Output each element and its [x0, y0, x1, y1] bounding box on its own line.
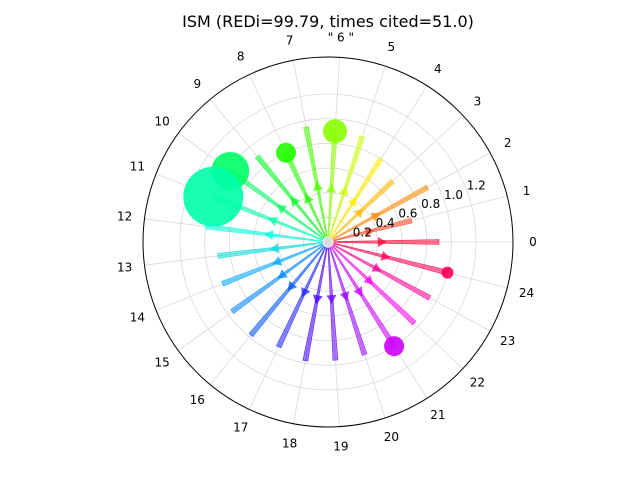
- arrow-1: [333, 217, 413, 242]
- angle-tick-label: 19: [333, 440, 348, 454]
- bubble-21: [384, 336, 405, 357]
- arrowhead-11: [268, 216, 279, 227]
- chart-title: ISM (REDi=99.79, times cited=51.0): [182, 12, 474, 31]
- arrow-23: [332, 244, 432, 301]
- angle-tick-label: 14: [130, 310, 145, 324]
- angle-tick-label: 8: [237, 50, 245, 64]
- angle-tick-label: 9: [194, 77, 202, 91]
- bubble-8: [275, 142, 296, 163]
- bubble-24: [441, 266, 454, 279]
- arrowhead-12: [264, 230, 274, 241]
- angle-tick-label: 7: [286, 34, 294, 48]
- arrowhead-14: [272, 256, 283, 266]
- angle-tick-label: 1: [523, 184, 531, 198]
- arrowhead-24: [380, 250, 391, 261]
- angle-tick-label: 13: [117, 261, 132, 275]
- radial-tick-label: 0.4: [376, 216, 395, 230]
- arrow-22: [331, 245, 417, 326]
- angle-tick-label: 24: [519, 286, 534, 300]
- angle-tick-label: 22: [470, 375, 485, 389]
- radial-tick-label: 0.2: [353, 226, 372, 240]
- arrowhead-19: [326, 294, 337, 305]
- arrow-20: [329, 247, 368, 356]
- arrow-16: [248, 245, 325, 338]
- radial-tick-label: 1.2: [467, 178, 486, 192]
- arrowhead-5: [338, 185, 349, 197]
- arrowhead-23: [371, 262, 382, 272]
- arrow-12: [204, 223, 323, 242]
- angle-tick-label: 21: [430, 408, 445, 422]
- arrowhead-10: [276, 204, 287, 215]
- angle-tick-label: 2: [504, 136, 512, 150]
- arrowhead-1: [364, 227, 375, 238]
- angle-tick-label: 12: [117, 209, 132, 223]
- angle-tick-label: 4: [434, 62, 442, 76]
- angle-tick-label: 23: [500, 334, 515, 348]
- arrowhead-17: [301, 287, 311, 298]
- arrowhead-8: [304, 193, 314, 204]
- angle-tick-label: 10: [155, 115, 170, 129]
- arrow-18: [302, 247, 328, 362]
- radial-tick-label: 0.6: [398, 207, 417, 221]
- angle-tick-label: 5: [388, 40, 396, 54]
- arrowhead-2: [370, 213, 381, 222]
- arrow-9: [254, 154, 325, 239]
- arrowhead-3: [353, 208, 364, 219]
- angle-tick-label: 16: [190, 393, 205, 407]
- arrow-4: [330, 156, 384, 238]
- angle-tick-label: 20: [384, 430, 399, 444]
- radial-tick-label: 1.0: [444, 188, 463, 202]
- arrowhead-6: [326, 183, 337, 193]
- arrowhead-13: [269, 243, 280, 254]
- angle-tick-label: 18: [282, 436, 297, 450]
- angle-tick-label: 11: [130, 160, 145, 174]
- arrow-19: [327, 247, 339, 361]
- angle-tick-label: 17: [233, 420, 248, 434]
- arrowhead-0: [377, 237, 387, 247]
- arrowhead-18: [312, 294, 323, 305]
- arrow-17: [275, 246, 327, 349]
- arrowhead-16: [287, 280, 298, 291]
- arrowhead-9: [290, 196, 301, 207]
- arrow-13: [217, 242, 323, 259]
- angle-tick-label: " 6 ": [328, 30, 354, 44]
- angle-tick-label: 0: [529, 235, 537, 249]
- arrowhead-7: [313, 181, 324, 192]
- bubble-6: [322, 119, 347, 144]
- arrow-15: [230, 244, 324, 315]
- arrowhead-15: [277, 269, 288, 279]
- arrow-5: [329, 135, 366, 237]
- bubble-11: [183, 166, 244, 227]
- arrow-24: [333, 242, 449, 276]
- angle-tick-label: 15: [155, 355, 170, 369]
- arrow-14: [221, 243, 323, 287]
- polar-frame: [142, 56, 514, 428]
- arrowhead-22: [363, 274, 374, 285]
- arrow-2: [332, 184, 430, 240]
- arrow-7: [303, 126, 328, 237]
- arrowhead-21: [353, 286, 363, 297]
- radial-tick-label: 0.8: [421, 197, 440, 211]
- arrowhead-4: [347, 196, 357, 208]
- angle-tick-label: 3: [474, 95, 482, 109]
- arrowhead-20: [339, 291, 350, 302]
